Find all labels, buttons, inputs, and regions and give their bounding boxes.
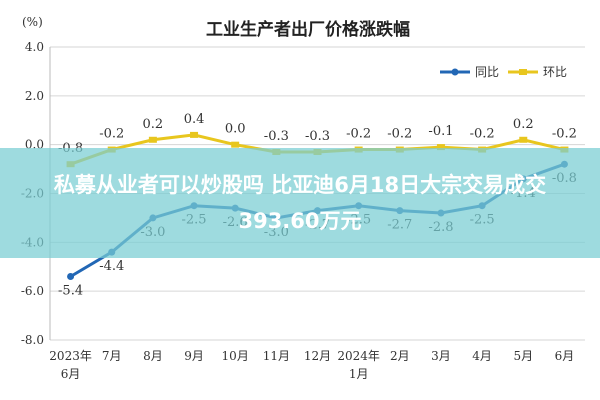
x-tick-labels: 2023年 6月 7月 8月 9月 10月 11月 12月 2024年 1月 2月 3月 4月 5月 6月 xyxy=(49,349,574,381)
data-label: -4.4 xyxy=(99,259,124,274)
data-point-mom xyxy=(190,131,199,138)
data-label: -0.2 xyxy=(387,127,412,142)
data-point-mom xyxy=(519,136,528,143)
legend-label: 同比 xyxy=(475,65,499,79)
headline-line-1: 私募从业者可以炒股吗 比亚迪6月18日大宗交易成交 xyxy=(53,173,547,197)
x-tick-label: 3月 xyxy=(431,349,451,363)
data-label: -0.3 xyxy=(264,129,289,144)
data-label: 0.2 xyxy=(513,117,534,132)
data-label: -0.2 xyxy=(346,127,371,142)
y-tick-label: 2.0 xyxy=(25,89,44,103)
data-label: -5.4 xyxy=(58,284,83,299)
legend-marker xyxy=(451,68,459,76)
data-label: 0.4 xyxy=(184,112,205,127)
data-point-mom xyxy=(148,136,157,143)
chart-title: 工业生产者出厂价格涨跌幅 xyxy=(206,19,410,40)
legend-label: 环比 xyxy=(543,65,567,79)
x-tick-label: 5月 xyxy=(513,349,533,363)
x-tick-label: 2月 xyxy=(390,349,410,363)
data-label: 0.0 xyxy=(225,122,246,137)
x-tick-label: 6月 xyxy=(555,349,575,363)
data-point-mom xyxy=(231,141,240,148)
data-label: -0.2 xyxy=(552,127,577,142)
x-tick-label: 12月 xyxy=(304,349,331,363)
grid xyxy=(49,46,585,341)
data-point-yoy xyxy=(67,273,75,281)
headline-line-2: 393.60万元 xyxy=(238,209,362,233)
x-tick-label: 2024年 1月 xyxy=(337,349,380,381)
data-label: 0.2 xyxy=(143,117,164,132)
data-label: -0.3 xyxy=(305,129,330,144)
data-label: -0.2 xyxy=(470,127,495,142)
y-tick-label: 4.0 xyxy=(25,40,44,54)
x-tick-label: 10月 xyxy=(222,349,249,363)
headline-banner[interactable]: 私募从业者可以炒股吗 比亚迪6月18日大宗交易成交 393.60万元 xyxy=(0,148,600,258)
legend: 同比 环比 xyxy=(440,65,567,79)
y-axis-unit: (%) xyxy=(22,15,43,29)
x-tick-label: 8月 xyxy=(143,349,163,363)
data-point-mom xyxy=(436,144,445,151)
data-label: -0.1 xyxy=(428,124,453,139)
x-tick-label: 11月 xyxy=(263,349,290,363)
data-label: -0.2 xyxy=(99,127,124,142)
x-tick-label: 7月 xyxy=(102,349,122,363)
x-tick-label: 9月 xyxy=(184,349,204,363)
x-tick-label: 2023年 6月 xyxy=(49,349,92,381)
x-tick-label: 4月 xyxy=(472,349,492,363)
y-tick-label: -8.0 xyxy=(21,333,44,347)
y-tick-label: -6.0 xyxy=(21,284,44,298)
legend-marker xyxy=(519,69,527,75)
